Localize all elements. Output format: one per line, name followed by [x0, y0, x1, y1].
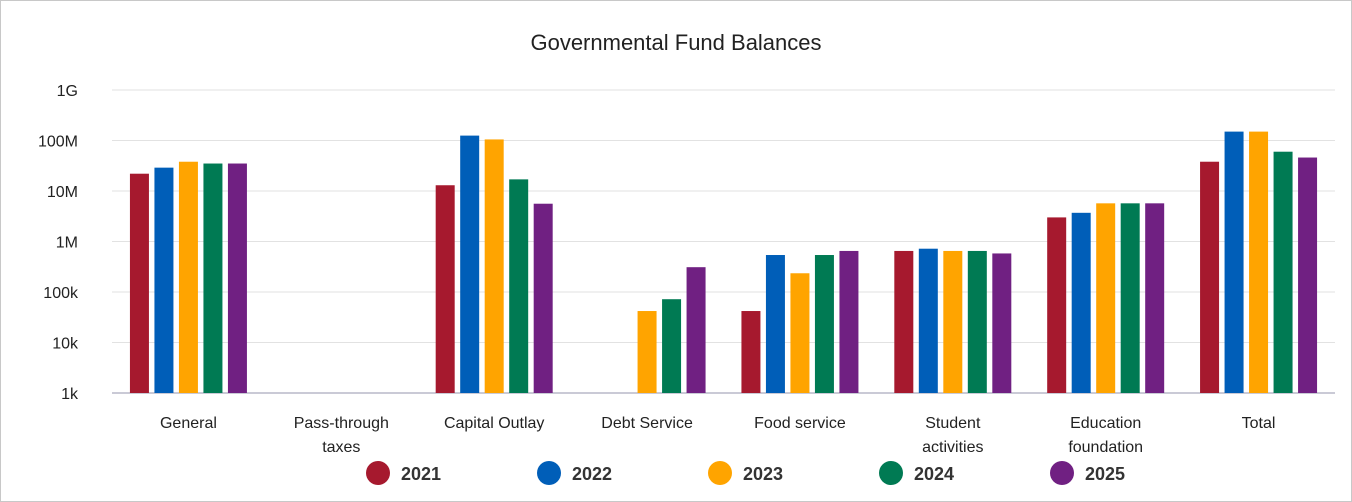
bar-2022[interactable] — [460, 135, 480, 393]
y-tick-label: 1k — [61, 386, 79, 403]
bar-2022[interactable] — [1224, 131, 1244, 393]
bar-2022[interactable] — [154, 167, 174, 393]
bar-2021[interactable] — [894, 250, 914, 393]
bar-2025[interactable] — [992, 253, 1012, 393]
category-label: Total — [1242, 415, 1276, 432]
y-tick-label: 1G — [57, 83, 78, 100]
bar-2025[interactable] — [1145, 203, 1165, 393]
legend-label: 2022 — [572, 464, 612, 484]
legend-label: 2025 — [1085, 464, 1125, 484]
legend-item-2025[interactable]: 2025 — [1050, 461, 1125, 485]
legend-label: 2021 — [401, 464, 441, 484]
legend-marker — [366, 461, 390, 485]
bar-2025[interactable] — [227, 163, 247, 393]
bar-2024[interactable] — [203, 163, 223, 393]
bar-2023[interactable] — [943, 250, 963, 393]
legend-marker — [708, 461, 732, 485]
legend-marker — [537, 461, 561, 485]
y-tick-label: 10M — [47, 184, 78, 201]
legend-item-2022[interactable]: 2022 — [537, 461, 612, 485]
category-label: Pass-through taxes — [294, 415, 389, 456]
bars — [129, 131, 1318, 393]
bar-2024[interactable] — [814, 255, 834, 393]
legend-label: 2023 — [743, 464, 783, 484]
bar-2023[interactable] — [484, 139, 504, 393]
bar-2025[interactable] — [533, 203, 553, 393]
bar-2021[interactable] — [435, 185, 455, 393]
bar-2021[interactable] — [1047, 217, 1067, 393]
y-tick-label: 100M — [38, 134, 78, 151]
legend-item-2024[interactable]: 2024 — [879, 461, 954, 485]
category-label: Food service — [754, 415, 846, 432]
y-tick-label: 1M — [56, 235, 78, 252]
bar-2023[interactable] — [1096, 203, 1116, 393]
bar-2024[interactable] — [662, 299, 682, 393]
bar-2025[interactable] — [839, 250, 859, 393]
category-label: Debt Service — [601, 415, 693, 432]
bar-2023[interactable] — [790, 273, 810, 393]
legend-marker — [1050, 461, 1074, 485]
bar-2025[interactable] — [1298, 157, 1318, 393]
bar-2023[interactable] — [178, 161, 198, 393]
bar-2024[interactable] — [1273, 151, 1293, 393]
category-label: Capital Outlay — [444, 415, 545, 432]
category-label: Student activities — [922, 415, 983, 456]
legend[interactable]: 2021 2022 2023 2024 2025 — [366, 461, 1125, 485]
bar-2021[interactable] — [741, 311, 761, 393]
y-tick-label: 100k — [43, 285, 79, 302]
y-tick-label: 10k — [52, 336, 79, 353]
chart-title: Governmental Fund Balances — [530, 30, 821, 55]
bar-2023[interactable] — [1249, 131, 1269, 393]
bar-2022[interactable] — [918, 248, 938, 393]
bar-2022[interactable] — [765, 255, 785, 393]
legend-item-2023[interactable]: 2023 — [708, 461, 783, 485]
bar-2024[interactable] — [509, 179, 529, 393]
x-axis-labels: General Pass-through taxes Capital Outlay De… — [160, 415, 1275, 456]
bar-2025[interactable] — [686, 267, 706, 393]
bar-2021[interactable] — [1200, 161, 1220, 393]
bar-2023[interactable] — [637, 311, 657, 393]
category-label: General — [160, 415, 217, 432]
legend-marker — [879, 461, 903, 485]
y-axis-ticks: 1k 10k 100k 1M 10M 100M 1G — [38, 83, 79, 403]
bar-2022[interactable] — [1071, 212, 1091, 393]
bar-2024[interactable] — [967, 250, 987, 393]
bar-2021[interactable] — [129, 173, 149, 393]
legend-item-2021[interactable]: 2021 — [366, 461, 441, 485]
legend-label: 2024 — [914, 464, 954, 484]
bar-2024[interactable] — [1120, 203, 1140, 393]
category-label: Education foundation — [1068, 415, 1143, 456]
